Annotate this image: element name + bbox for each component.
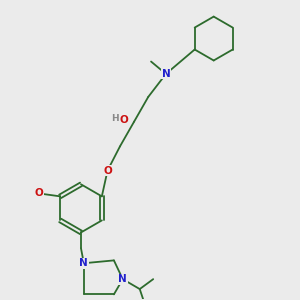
Text: N: N — [161, 69, 170, 79]
Text: N: N — [118, 274, 127, 284]
Text: O: O — [120, 115, 128, 125]
Text: N: N — [80, 258, 88, 268]
Text: O: O — [35, 188, 44, 198]
Text: O: O — [103, 166, 112, 176]
Text: H: H — [111, 114, 119, 123]
